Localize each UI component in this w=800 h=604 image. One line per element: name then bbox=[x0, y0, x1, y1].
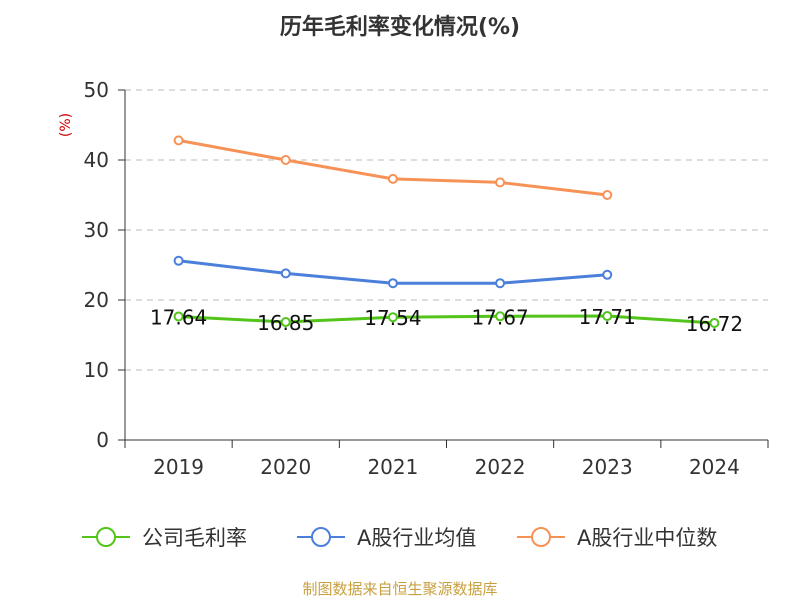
x-tick-label: 2020 bbox=[260, 455, 311, 479]
data-point bbox=[280, 268, 291, 279]
data-label: 16.72 bbox=[686, 312, 743, 336]
series-layer bbox=[173, 135, 720, 328]
legend: 公司毛利率 A股行业均值 A股行业中位数 bbox=[82, 526, 717, 550]
x-tick-label: 2023 bbox=[582, 455, 633, 479]
data-point bbox=[495, 177, 506, 188]
data-point bbox=[173, 255, 184, 266]
data-point bbox=[602, 190, 613, 200]
axes: 0 10 20 30 40 50 2019 2020 2021 2022 2023 2024 bbox=[84, 78, 769, 479]
y-tick-label: 50 bbox=[84, 78, 109, 102]
series-0 bbox=[173, 311, 720, 328]
x-tick-label: 2019 bbox=[153, 455, 204, 479]
legend-label: A股行业中位数 bbox=[577, 526, 717, 550]
data-point bbox=[280, 317, 291, 328]
data-point bbox=[387, 173, 398, 184]
legend-marker bbox=[96, 527, 116, 547]
y-tick-label: 20 bbox=[84, 288, 109, 312]
data-point bbox=[173, 135, 184, 146]
series-line bbox=[178, 138, 608, 197]
data-labels: 17.64 16.85 17.54 17.67 17.71 16.72 bbox=[150, 305, 743, 336]
data-point bbox=[387, 278, 398, 289]
legend-item: A股行业均值 bbox=[297, 526, 476, 550]
data-label: 16.85 bbox=[257, 311, 314, 335]
data-label: 17.54 bbox=[364, 306, 421, 330]
y-axis-label: (%) bbox=[58, 113, 74, 137]
legend-label: 公司毛利率 bbox=[142, 526, 247, 550]
data-point bbox=[387, 312, 398, 323]
x-tick-label: 2024 bbox=[689, 455, 740, 479]
chart-title: 历年毛利率变化情况(%) bbox=[280, 14, 520, 40]
legend-marker bbox=[311, 527, 331, 547]
legend-item: A股行业中位数 bbox=[517, 526, 717, 550]
data-point bbox=[495, 278, 506, 289]
x-tick-label: 2021 bbox=[367, 455, 418, 479]
data-label: 17.71 bbox=[579, 305, 636, 329]
data-point bbox=[602, 311, 613, 322]
series-line bbox=[178, 314, 715, 325]
data-point bbox=[495, 311, 506, 322]
x-tick-label: 2022 bbox=[475, 455, 526, 479]
data-point bbox=[709, 317, 720, 328]
data-point bbox=[280, 155, 291, 165]
legend-marker bbox=[531, 527, 551, 547]
data-point bbox=[602, 269, 613, 280]
y-tick-label: 10 bbox=[84, 358, 109, 382]
legend-label: A股行业均值 bbox=[357, 526, 476, 550]
data-point bbox=[173, 311, 184, 322]
data-label: 17.67 bbox=[471, 305, 528, 329]
y-tick-label: 40 bbox=[84, 148, 109, 172]
y-tick-label: 30 bbox=[84, 218, 109, 242]
grid-lines bbox=[125, 89, 768, 371]
series-1 bbox=[173, 255, 613, 289]
y-tick-label: 0 bbox=[96, 428, 109, 452]
data-label: 17.64 bbox=[150, 306, 207, 330]
legend-item: 公司毛利率 bbox=[82, 526, 247, 550]
series-2 bbox=[173, 135, 613, 200]
source-note: 制图数据来自恒生聚源数据库 bbox=[302, 580, 497, 598]
